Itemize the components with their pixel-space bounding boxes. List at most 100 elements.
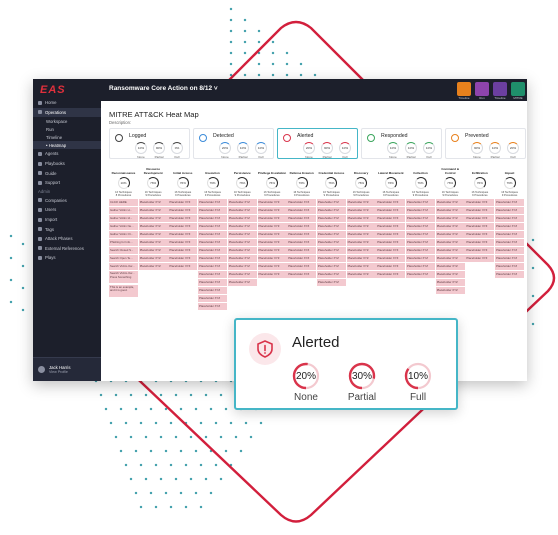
technique-cell[interactable]: Placeholder XYZ	[138, 207, 168, 214]
technique-cell[interactable]: Placeholder XYZ	[376, 231, 406, 238]
technique-cell[interactable]: Placeholder XYZ	[465, 207, 495, 214]
technique-cell[interactable]: Placeholder XYZ	[227, 207, 257, 214]
technique-cell[interactable]: Placeholder XYZ	[316, 223, 346, 230]
summary-card-alerted[interactable]: Alerted 20% None 30% Partial 10% Full	[277, 128, 358, 159]
sidebar-item-support[interactable]: Support	[33, 178, 101, 188]
technique-cell[interactable]: Placeholder XYZ	[198, 231, 228, 238]
technique-cell[interactable]: Placeholder XYZ	[376, 247, 406, 254]
technique-cell[interactable]: Gather Victim Or...	[109, 231, 138, 238]
sidebar-item-import[interactable]: Import	[33, 215, 101, 225]
technique-cell[interactable]: Placeholder XYZ	[316, 255, 346, 262]
technique-cell[interactable]: Placeholder XYZ	[198, 279, 228, 286]
chevron-down-icon[interactable]: ˅	[213, 85, 218, 92]
technique-cell[interactable]: Placeholder XYZ	[406, 239, 435, 246]
technique-cell[interactable]: Placeholder XYZ	[257, 231, 287, 238]
technique-cell[interactable]: Placeholder XYZ	[168, 263, 198, 270]
toolbar-button-timeline[interactable]	[457, 82, 471, 96]
technique-cell[interactable]: Placeholder XYZ	[346, 215, 376, 222]
technique-cell[interactable]: Placeholder XYZ	[465, 231, 495, 238]
technique-cell[interactable]: Gather Victim H...	[109, 207, 138, 214]
technique-cell[interactable]: Placeholder XYZ	[495, 223, 525, 230]
technique-cell[interactable]: Placeholder XYZ	[287, 215, 317, 222]
technique-cell[interactable]: Placeholder XYZ	[316, 207, 346, 214]
sidebar-item-attack-phases[interactable]: Attack Phases	[33, 234, 101, 244]
technique-cell[interactable]: Placeholder XYZ	[346, 271, 376, 278]
sidebar-item-companies[interactable]: Companies	[33, 196, 101, 206]
summary-card-prevented[interactable]: Prevented 30% None 10% Partial 20% Full	[445, 128, 526, 159]
technique-cell[interactable]: Placeholder XYZ	[465, 255, 495, 262]
technique-cell[interactable]: Placeholder XYZ	[257, 215, 287, 222]
toolbar-button-timeline[interactable]	[493, 82, 507, 96]
technique-cell[interactable]: Placeholder XYZ	[138, 231, 168, 238]
technique-cell[interactable]: Placeholder XYZ	[257, 263, 287, 270]
sidebar-item-run[interactable]: Run	[33, 125, 101, 133]
technique-cell[interactable]: Placeholder XYZ	[495, 199, 525, 206]
technique-cell[interactable]: Placeholder XYZ	[316, 279, 346, 286]
toolbar-button-run[interactable]	[475, 82, 489, 96]
technique-cell[interactable]: Placeholder XYZ	[435, 215, 465, 222]
technique-cell[interactable]: Placeholder XYZ	[198, 271, 228, 278]
user-profile[interactable]: Jack Harris View Profile	[33, 357, 101, 381]
summary-card-detected[interactable]: Detected 20% None 10% Partial 10% Full	[193, 128, 274, 159]
technique-cell[interactable]: Placeholder XYZ	[287, 271, 317, 278]
technique-cell[interactable]: Placeholder XYZ	[316, 215, 346, 222]
technique-cell[interactable]: Placeholder XYZ	[287, 239, 317, 246]
technique-cell[interactable]: Placeholder XYZ	[287, 255, 317, 262]
technique-cell[interactable]: Placeholder XYZ	[435, 255, 465, 262]
technique-cell[interactable]: Placeholder XYZ	[346, 207, 376, 214]
technique-cell[interactable]: Placeholder XYZ	[198, 223, 228, 230]
sidebar-item-workspace[interactable]: Workspace	[33, 117, 101, 125]
technique-cell[interactable]: Placeholder XYZ	[495, 239, 525, 246]
technique-cell[interactable]: Placeholder XYZ	[257, 239, 287, 246]
technique-cell[interactable]: Search Open Te...	[109, 255, 138, 262]
sidebar-item-users[interactable]: Users	[33, 205, 101, 215]
technique-cell[interactable]: Placeholder XYZ	[287, 247, 317, 254]
technique-cell[interactable]: Placeholder XYZ	[495, 207, 525, 214]
technique-cell[interactable]: Placeholder XYZ	[168, 255, 198, 262]
technique-cell[interactable]: This is an example, and it is good.	[109, 284, 138, 297]
technique-cell[interactable]: Placeholder XYZ	[168, 247, 198, 254]
technique-cell[interactable]: Placeholder XYZ	[435, 223, 465, 230]
technique-cell[interactable]: Search Victim-Ow... Press Something	[109, 271, 138, 284]
technique-cell[interactable]: Placeholder XYZ	[138, 239, 168, 246]
technique-cell[interactable]: Placeholder XYZ	[227, 247, 257, 254]
technique-cell[interactable]: Placeholder XYZ	[168, 231, 198, 238]
technique-cell[interactable]: Placeholder XYZ	[346, 255, 376, 262]
technique-cell[interactable]: Placeholder XYZ	[138, 255, 168, 262]
technique-cell[interactable]: Placeholder XYZ	[435, 287, 465, 294]
sidebar-item-external-references[interactable]: External References	[33, 244, 101, 254]
technique-cell[interactable]: Placeholder XYZ	[435, 239, 465, 246]
technique-cell[interactable]: Placeholder XYZ	[287, 223, 317, 230]
view-profile-link[interactable]: View Profile	[49, 370, 68, 374]
technique-cell[interactable]: Placeholder XYZ	[376, 199, 406, 206]
technique-cell[interactable]: Placeholder XYZ	[168, 239, 198, 246]
technique-cell[interactable]: Placeholder XYZ	[406, 231, 435, 238]
technique-cell[interactable]: Placeholder XYZ	[257, 255, 287, 262]
technique-cell[interactable]: Search Victim-Ow...	[109, 263, 138, 270]
technique-cell[interactable]: CLICK HERE	[109, 199, 138, 206]
sidebar-item-home[interactable]: Home	[33, 98, 101, 108]
technique-cell[interactable]: Placeholder XYZ	[227, 271, 257, 278]
sidebar-item-plays[interactable]: Plays	[33, 253, 101, 263]
technique-cell[interactable]: Placeholder XYZ	[346, 263, 376, 270]
technique-cell[interactable]: Placeholder XYZ	[198, 303, 228, 310]
technique-cell[interactable]: Placeholder XYZ	[227, 199, 257, 206]
technique-cell[interactable]: Placeholder XYZ	[227, 263, 257, 270]
sidebar-item-guide[interactable]: Guide	[33, 168, 101, 178]
technique-cell[interactable]: Placeholder XYZ	[346, 247, 376, 254]
technique-cell[interactable]: Placeholder XYZ	[316, 239, 346, 246]
technique-cell[interactable]: Placeholder XYZ	[227, 279, 257, 286]
technique-cell[interactable]: Gather Victim Id...	[109, 215, 138, 222]
technique-cell[interactable]: Placeholder XYZ	[168, 207, 198, 214]
technique-cell[interactable]: Placeholder XYZ	[287, 207, 317, 214]
operation-title[interactable]: Ransomware Core Action on 8/12 ˅	[109, 85, 218, 92]
technique-cell[interactable]: Placeholder XYZ	[406, 247, 435, 254]
technique-cell[interactable]: Placeholder XYZ	[198, 295, 228, 302]
technique-cell[interactable]: Placeholder XYZ	[406, 199, 435, 206]
technique-cell[interactable]: Placeholder XYZ	[495, 231, 525, 238]
technique-cell[interactable]: Placeholder XYZ	[198, 215, 228, 222]
technique-cell[interactable]: Placeholder XYZ	[198, 255, 228, 262]
technique-cell[interactable]: Placeholder XYZ	[465, 199, 495, 206]
technique-cell[interactable]: Phishing for Info...	[109, 239, 138, 246]
technique-cell[interactable]: Placeholder XYZ	[406, 263, 435, 270]
